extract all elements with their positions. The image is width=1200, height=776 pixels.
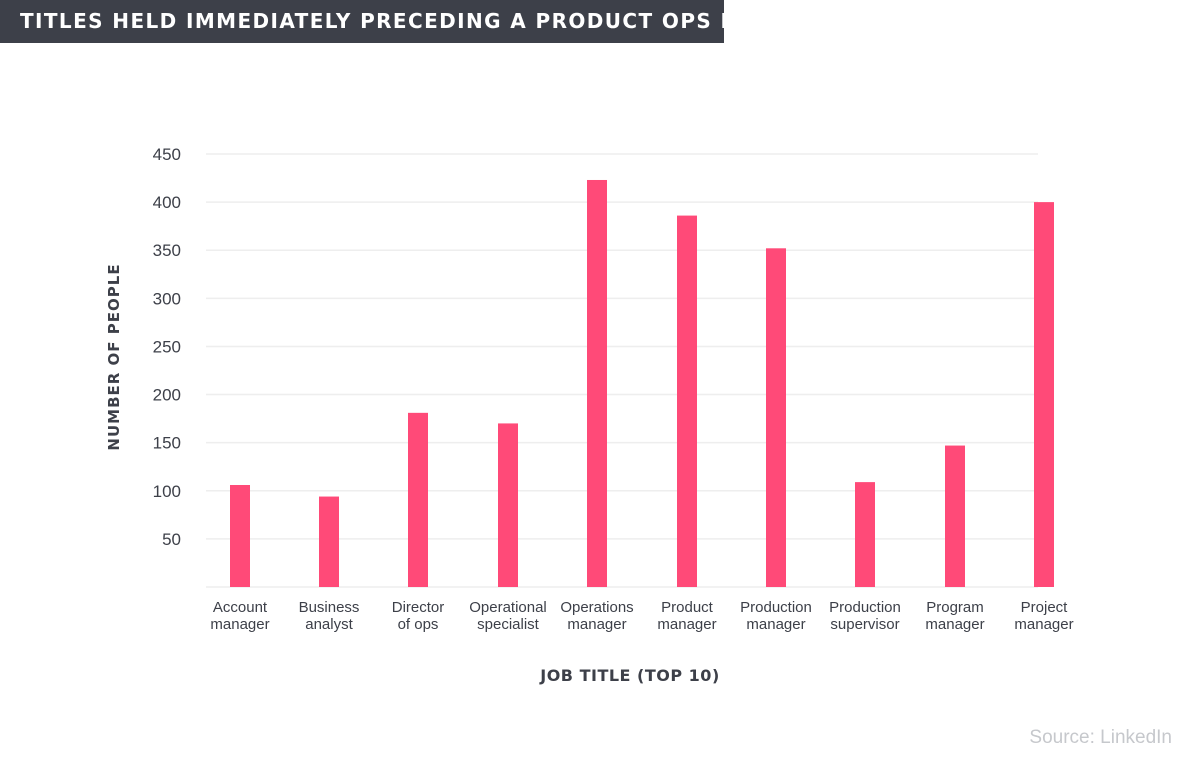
bar <box>945 445 965 587</box>
bar <box>855 482 875 587</box>
x-tick-label: Business analyst <box>299 599 360 633</box>
bar <box>498 423 518 587</box>
x-tick-label-line: Production <box>740 599 812 616</box>
bar <box>766 248 786 587</box>
x-tick-label-line: Program <box>926 599 984 616</box>
x-tick-label-line: Production <box>829 599 901 616</box>
x-axis-label: JOB TITLE (TOP 10) <box>539 666 720 685</box>
y-tick-label: 300 <box>153 289 181 308</box>
y-axis-ticks: 50 100 150 200 250 300 350 400 450 <box>153 145 181 549</box>
x-tick-label-line: Director <box>392 599 445 616</box>
y-tick-label: 450 <box>153 145 181 164</box>
x-tick-label: Production manager <box>740 599 812 633</box>
y-tick-label: 250 <box>153 337 181 356</box>
x-tick-label: Account manager <box>210 599 269 633</box>
x-tick-label: Director of ops <box>392 599 445 633</box>
x-tick-label: Operational specialist <box>469 599 547 633</box>
x-tick-label-line: Project <box>1021 599 1069 616</box>
x-tick-label-line: manager <box>657 616 716 633</box>
y-tick-label: 100 <box>153 482 181 501</box>
y-axis-label: NUMBER OF PEOPLE <box>105 263 123 450</box>
y-tick-label: 350 <box>153 241 181 260</box>
x-tick-label-line: Business <box>299 599 360 616</box>
x-tick-label-line: manager <box>210 616 269 633</box>
bar <box>230 485 250 587</box>
gridlines <box>206 153 1038 588</box>
x-tick-label-line: Operational <box>469 599 547 616</box>
y-tick-label: 50 <box>162 530 181 549</box>
x-tick-label-line: manager <box>746 616 805 633</box>
bar <box>408 412 428 587</box>
source-note: Source: LinkedIn <box>1029 727 1172 748</box>
bar <box>319 496 339 587</box>
x-tick-label-line: Product <box>661 599 714 616</box>
bars <box>230 179 1054 588</box>
bar <box>1034 202 1054 587</box>
y-tick-label: 400 <box>153 193 181 212</box>
bar <box>587 179 607 588</box>
x-tick-label: Production supervisor <box>829 599 901 633</box>
x-tick-label-line: specialist <box>477 616 540 633</box>
x-tick-label-line: analyst <box>305 616 353 633</box>
bar <box>677 215 697 588</box>
x-tick-label: Program manager <box>925 599 984 633</box>
x-tick-label-line: Operations <box>560 599 633 616</box>
x-tick-label: Project manager <box>1014 599 1073 633</box>
y-tick-label: 200 <box>153 386 181 405</box>
x-tick-label-line: supervisor <box>830 616 899 633</box>
chart-title-banner: TITLES HELD IMMEDIATELY PRECEDING A PROD… <box>0 0 724 43</box>
y-tick-label: 150 <box>153 434 181 453</box>
x-tick-label-line: manager <box>925 616 984 633</box>
x-tick-label: Product manager <box>657 599 716 633</box>
x-tick-label-line: of ops <box>398 616 439 633</box>
x-tick-label-line: manager <box>567 616 626 633</box>
x-tick-label-line: manager <box>1014 616 1073 633</box>
x-tick-label: Operations manager <box>560 599 633 633</box>
x-tick-label-line: Account <box>213 599 268 616</box>
